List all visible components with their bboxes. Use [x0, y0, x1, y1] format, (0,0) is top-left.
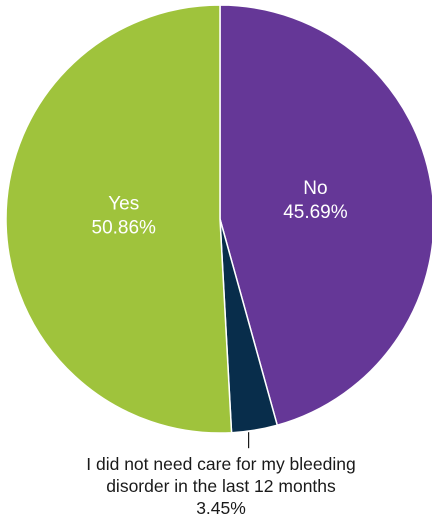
pie-labels: No 45.69% I did not need care for my bleed…	[86, 178, 355, 518]
pie-slice-yes	[5, 4, 233, 434]
pie-slices	[5, 4, 432, 434]
slice-value-yes: 50.86%	[92, 218, 157, 239]
slice-label-i-did-not-need-care-for-: disorder in the last 12 months	[106, 476, 336, 496]
slice-label-i-did-not-need-care-for-: I did not need care for my bleeding	[86, 454, 355, 474]
slice-value-no: 45.69%	[283, 202, 348, 223]
slice-value-i-did-not-need-care-for-: 3.45%	[196, 498, 246, 518]
slice-label-yes: Yes	[108, 194, 139, 215]
slice-label-no: No	[303, 178, 327, 199]
